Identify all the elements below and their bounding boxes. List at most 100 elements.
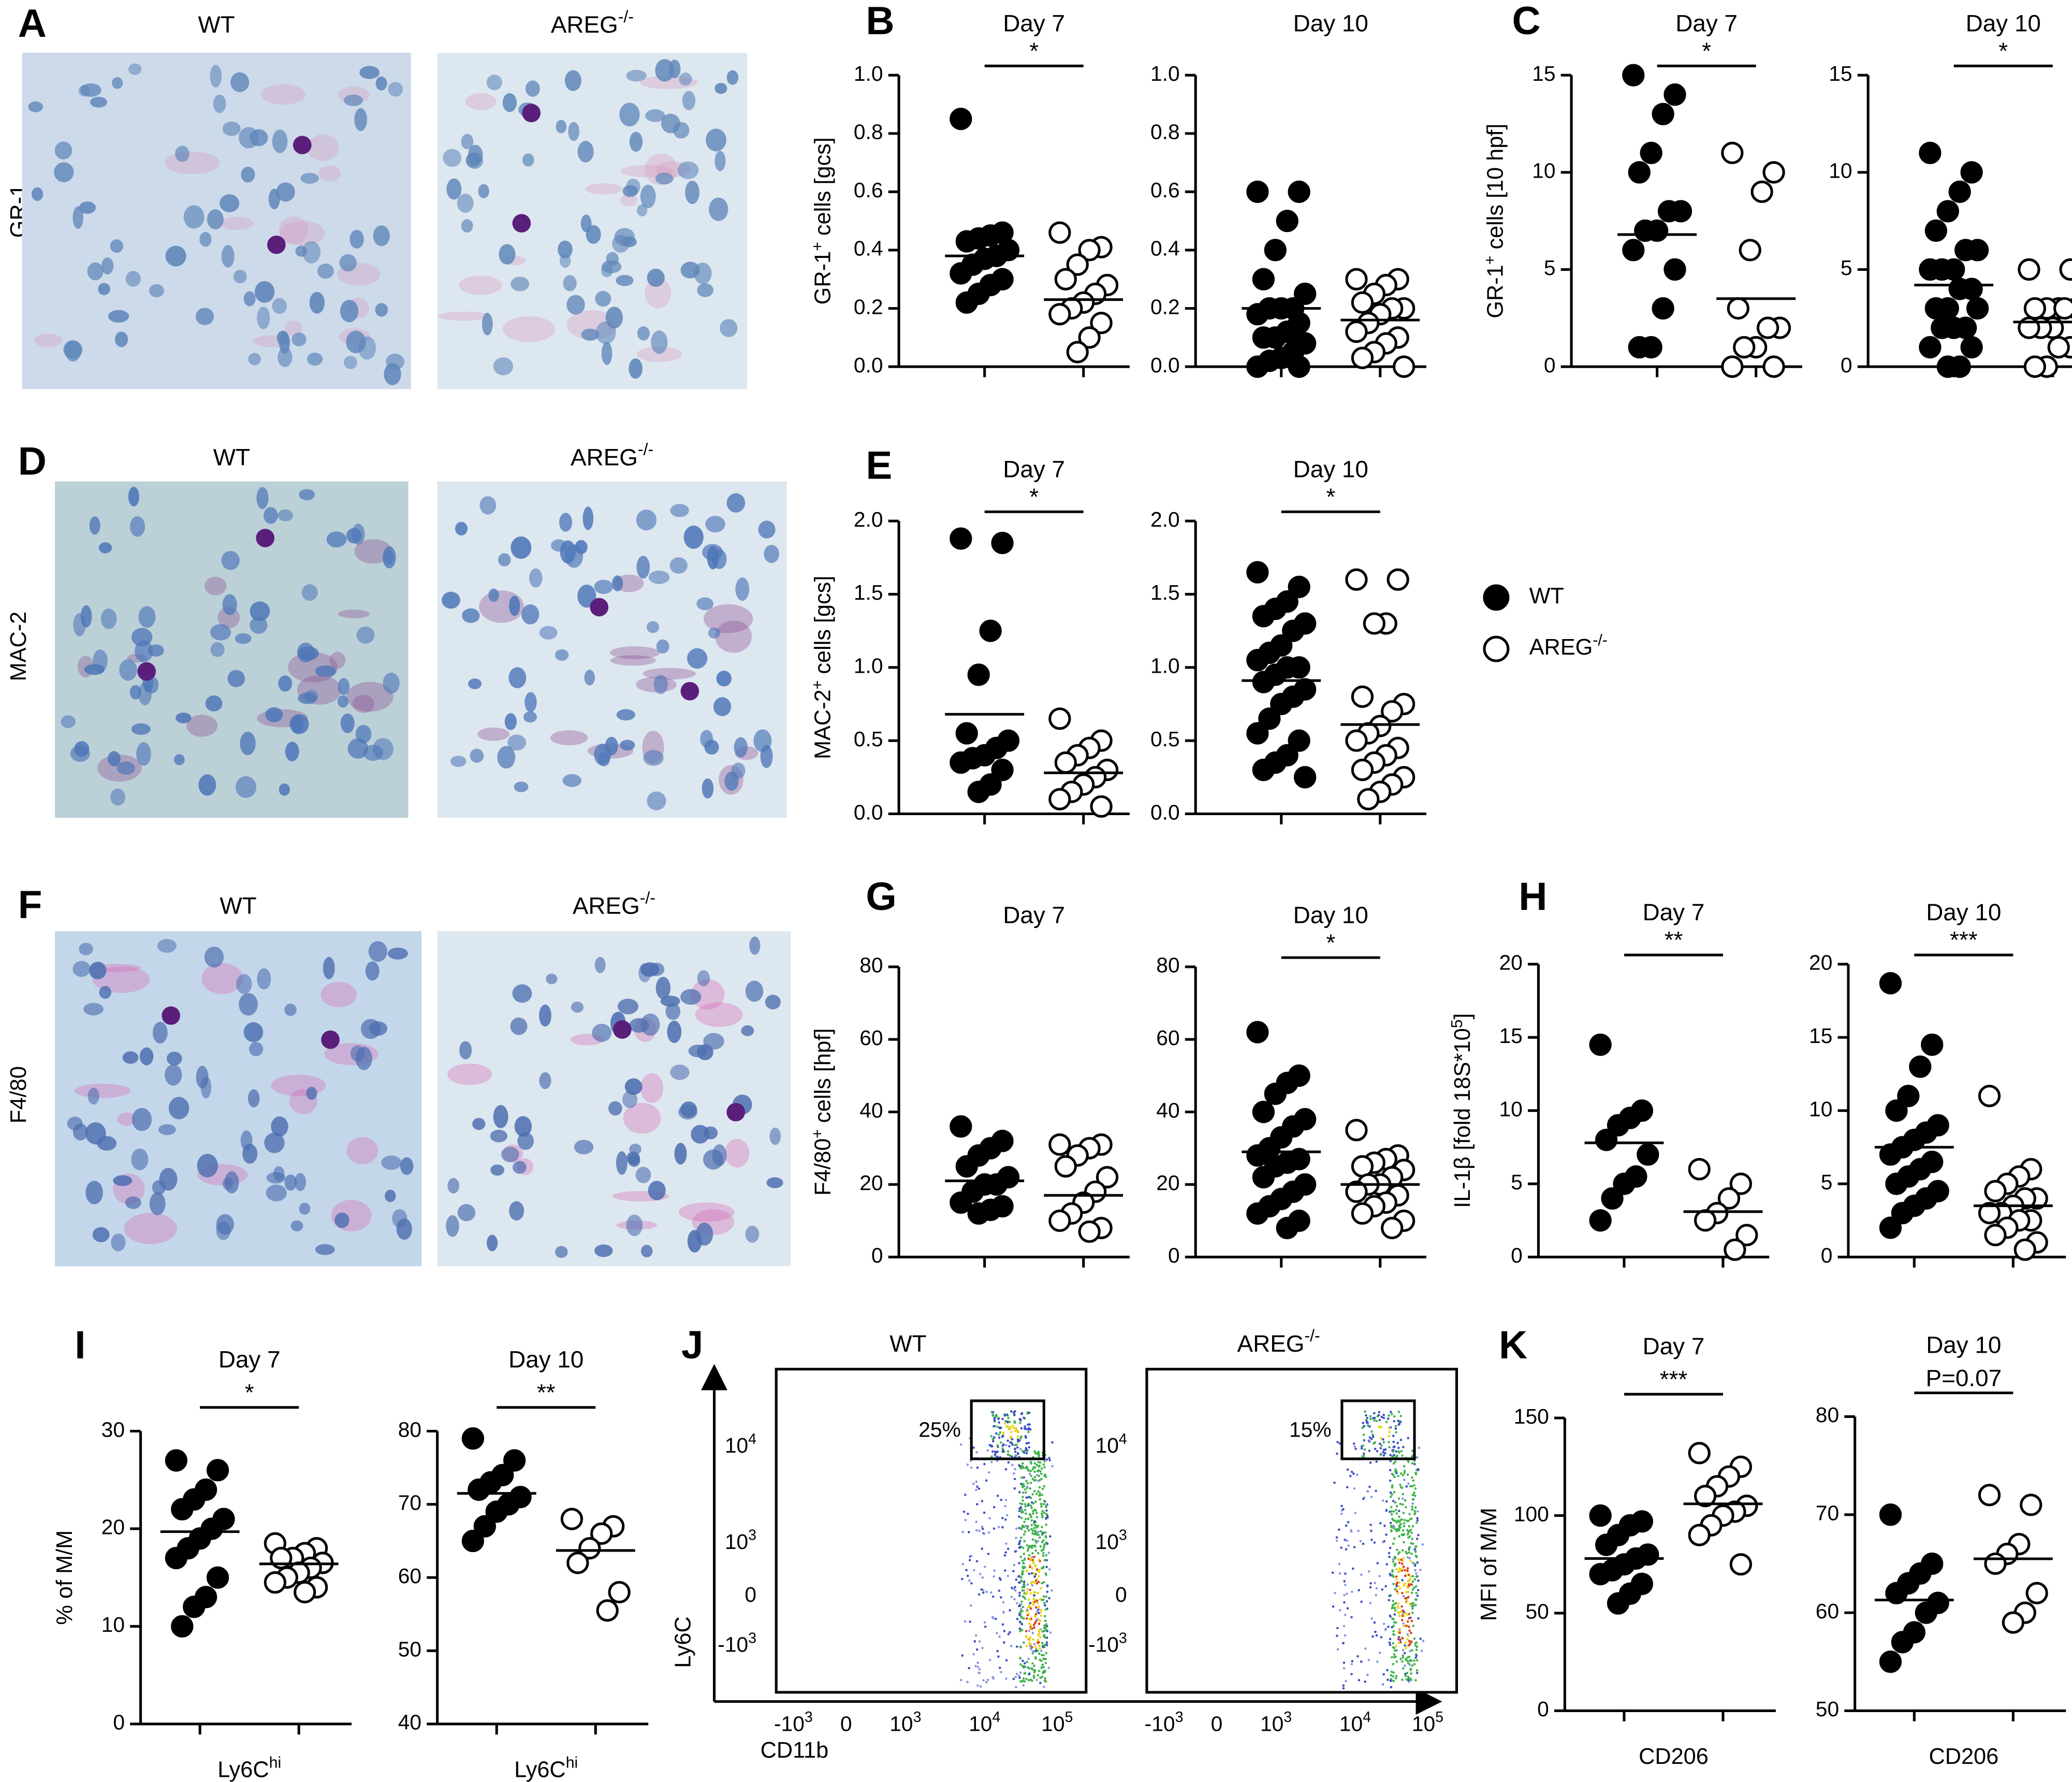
nucleus xyxy=(110,239,124,253)
flow-event xyxy=(1403,1625,1405,1628)
y-tick-label: 0.4 xyxy=(854,237,883,260)
nucleus xyxy=(112,77,123,89)
flow-event xyxy=(1401,1637,1404,1640)
flow-event xyxy=(1407,1580,1410,1583)
flow-event xyxy=(1023,1558,1026,1561)
nucleus xyxy=(72,206,83,229)
nucleus xyxy=(450,756,466,767)
flow-event xyxy=(1003,1641,1005,1644)
flow-event xyxy=(1041,1599,1044,1601)
legend-label-part: -/- xyxy=(1593,632,1608,649)
nucleus xyxy=(210,624,231,641)
nucleus xyxy=(619,103,640,127)
flow-event xyxy=(1407,1437,1410,1440)
open-dot xyxy=(1054,751,1077,774)
flow-event xyxy=(1039,1682,1042,1684)
flow-event xyxy=(1401,1660,1404,1663)
flow-event xyxy=(1401,1678,1404,1681)
flow-event xyxy=(1335,1539,1338,1542)
open-dot xyxy=(1066,341,1089,364)
flow-event xyxy=(1401,1549,1404,1552)
flow-event xyxy=(1013,1563,1016,1567)
y-tick-label: 80 xyxy=(859,953,883,977)
nucleus xyxy=(175,146,189,162)
flow-event xyxy=(1042,1595,1045,1598)
nucleus xyxy=(396,1218,412,1240)
y-tick-label: 50 xyxy=(1816,1697,1839,1721)
nucleus xyxy=(298,646,319,661)
flow-event xyxy=(1045,1504,1048,1508)
flow-event xyxy=(1027,1557,1030,1560)
flow-event xyxy=(998,1421,1001,1424)
flow-event xyxy=(1411,1607,1414,1610)
flow-event xyxy=(1400,1562,1404,1565)
nucleus xyxy=(224,1171,239,1194)
flow-event xyxy=(1408,1640,1411,1642)
open-dot xyxy=(1048,303,1071,326)
stain-patch xyxy=(691,979,725,1010)
flow-event xyxy=(1035,1568,1039,1571)
flow-event xyxy=(1035,1541,1038,1544)
flow-event xyxy=(991,1438,995,1441)
flow-event xyxy=(1043,1485,1046,1488)
panel-letter: B xyxy=(866,0,894,43)
flow-event xyxy=(1046,1542,1049,1545)
filled-dot xyxy=(1637,1143,1659,1166)
flow-event xyxy=(1343,1667,1346,1670)
flow-event xyxy=(1020,1516,1023,1519)
flow-event xyxy=(1398,1520,1401,1524)
flow-event xyxy=(1379,1447,1382,1450)
nucleus xyxy=(490,1164,505,1176)
flow-event xyxy=(1397,1419,1399,1422)
flow-event xyxy=(1392,1450,1394,1453)
nucleus xyxy=(264,507,278,524)
nucleus xyxy=(266,1184,287,1201)
flow-event xyxy=(1413,1510,1417,1513)
flow-event xyxy=(1396,1548,1398,1552)
flow-event xyxy=(1382,1622,1385,1625)
flow-event xyxy=(1026,1526,1029,1528)
stain-patch xyxy=(459,276,502,295)
flow-event xyxy=(1027,1423,1029,1426)
nucleus xyxy=(375,76,387,91)
flow-event xyxy=(1413,1462,1416,1466)
filled-dot xyxy=(1628,161,1651,184)
flow-title: AREG-/- xyxy=(1237,1326,1320,1357)
flow-event xyxy=(976,1466,979,1469)
y-tick-label: 10 xyxy=(1829,159,1852,183)
filled-dot xyxy=(979,619,1002,642)
y-tick-label: 5 xyxy=(1841,256,1852,280)
chart-title: Day 10 xyxy=(508,1346,583,1373)
stain-patch xyxy=(74,1083,131,1098)
flow-event xyxy=(964,1518,967,1522)
flow-event xyxy=(995,1451,998,1454)
filled-dot xyxy=(1879,972,1902,995)
flow-event xyxy=(1005,1413,1009,1416)
open-dot xyxy=(1729,1172,1753,1195)
flow-event xyxy=(1026,1485,1029,1488)
flow-event xyxy=(1375,1594,1377,1597)
flow-event xyxy=(1009,1454,1012,1457)
nucleus xyxy=(539,1072,551,1090)
flow-event xyxy=(1026,1591,1029,1593)
flow-event xyxy=(1410,1619,1413,1622)
open-dot xyxy=(1345,268,1368,291)
flow-event xyxy=(1402,1656,1405,1659)
open-dot xyxy=(1048,1209,1071,1232)
flow-event xyxy=(1025,1442,1028,1445)
nucleus xyxy=(291,332,307,346)
flow-event xyxy=(1038,1652,1041,1655)
flow-event xyxy=(1035,1533,1038,1536)
flow-event xyxy=(1405,1506,1407,1509)
flow-event xyxy=(1411,1611,1414,1614)
filled-dot xyxy=(1948,278,1971,300)
flow-event xyxy=(1044,1615,1046,1618)
nucleus xyxy=(563,275,577,292)
nucleus xyxy=(700,730,713,748)
flow-event xyxy=(1001,1417,1004,1421)
flow-event xyxy=(1402,1493,1405,1496)
nucleus xyxy=(128,486,140,506)
stain-patch xyxy=(165,151,221,175)
y-axis-label: MAC-2+ cells [gcs] xyxy=(809,576,836,759)
flow-event xyxy=(1019,1630,1022,1632)
